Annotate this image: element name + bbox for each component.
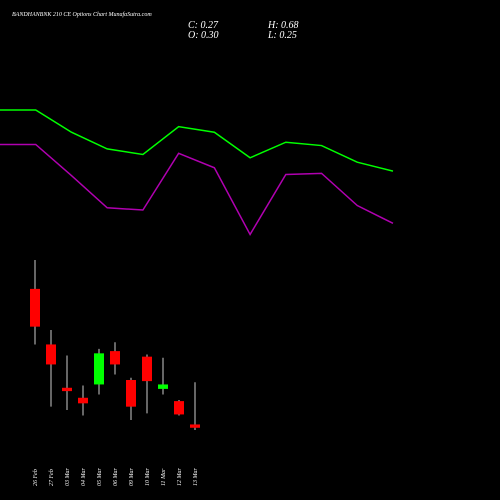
indicator-line (0, 109, 394, 172)
x-tick-label: 10 Mar (145, 468, 151, 486)
candle-body (158, 384, 168, 389)
open-label: O: 0.30 (188, 30, 219, 41)
x-tick-label: 13 Mar (193, 468, 199, 486)
candle-body (126, 380, 136, 407)
x-tick-label: 04 Mar (80, 468, 87, 486)
x-tick-label: 03 Mar (65, 468, 71, 486)
candle-body (174, 401, 184, 415)
x-tick-label: 26 Feb (33, 469, 39, 486)
candle-body (94, 353, 104, 385)
x-tick-label: 09 Mar (129, 468, 135, 486)
x-tick-label: 27 Feb (49, 469, 55, 486)
candle-body (190, 424, 200, 428)
x-tick-label: 12 Mar (177, 468, 183, 486)
close-label: C: 0.27 (188, 20, 219, 31)
x-tick-label: 06 Mar (113, 468, 119, 486)
x-tick-label: 11 Mar (161, 468, 167, 486)
chart-title: BANDHANBNK 210 CE Options Chart MunafaSu… (12, 11, 152, 18)
candle-body (46, 344, 56, 365)
high-label: H: 0.68 (267, 20, 299, 31)
x-tick-label: 05 Mar (97, 468, 103, 486)
indicator-line (0, 143, 394, 236)
candle-body (30, 288, 40, 327)
candle-body (110, 351, 120, 365)
candle-body (62, 387, 72, 392)
candle-body (142, 356, 152, 382)
low-label: L: 0.25 (267, 30, 297, 41)
candle-body (78, 397, 88, 404)
